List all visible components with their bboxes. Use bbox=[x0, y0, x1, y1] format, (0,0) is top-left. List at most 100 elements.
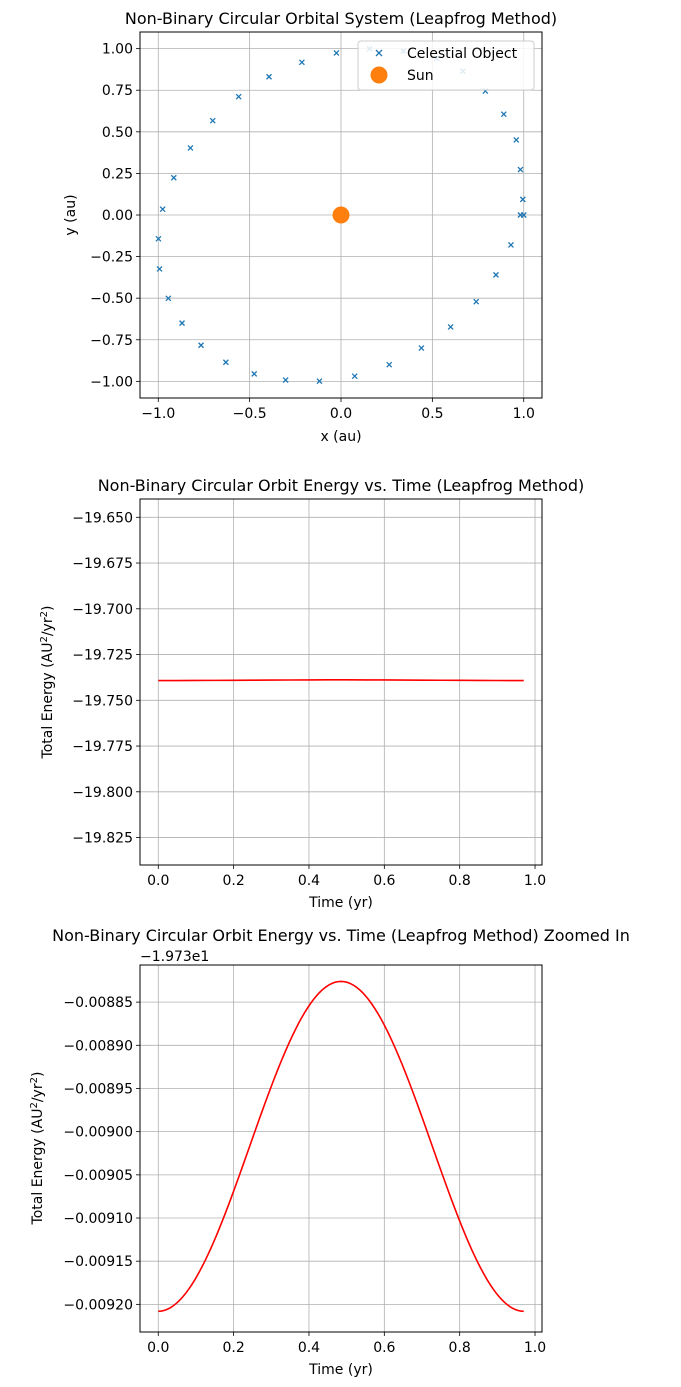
plot-area bbox=[158, 980, 524, 1313]
y-tick-label: −1.00 bbox=[90, 374, 133, 390]
celestial-object-point bbox=[351, 373, 358, 380]
axes-frame bbox=[139, 964, 543, 1333]
x-axis-label: Time (yr) bbox=[308, 895, 373, 911]
y-tick-label: −19.800 bbox=[72, 785, 133, 801]
x-ticks: 0.0 0.2 0.4 0.6 0.8 1.0 bbox=[147, 865, 546, 889]
y-tick-label: −0.25 bbox=[90, 250, 133, 266]
energy-line bbox=[158, 980, 524, 1313]
x-tick-label: 0.4 bbox=[298, 1340, 320, 1356]
y-tick-label: −19.775 bbox=[72, 739, 133, 755]
y-tick-label: −19.825 bbox=[72, 831, 133, 847]
y-tick-label: −0.50 bbox=[90, 291, 133, 307]
celestial-object-point bbox=[187, 144, 194, 151]
plot-area bbox=[158, 679, 524, 682]
y-tick-label: 0.00 bbox=[102, 208, 133, 224]
celestial-object-point bbox=[198, 342, 204, 349]
y-tick-label: −0.00920 bbox=[63, 1297, 133, 1313]
y-tick-label: −0.00890 bbox=[63, 1038, 133, 1054]
y-offset-label: −1.973e1 bbox=[140, 949, 209, 965]
celestial-object-point bbox=[473, 298, 480, 305]
x-tick-label: 0.2 bbox=[222, 873, 244, 889]
y-ticks: −1.00 −0.75 −0.50 −0.25 0.00 0.25 0.50 0.75 1.00 bbox=[90, 42, 140, 390]
celestial-object-point bbox=[513, 137, 520, 143]
y-tick-label: −0.00900 bbox=[63, 1125, 133, 1141]
grid-lines bbox=[140, 499, 542, 865]
x-tick-label: −1.0 bbox=[141, 406, 175, 422]
celestial-object-point bbox=[507, 241, 514, 248]
celestial-object-point bbox=[447, 324, 454, 330]
y-ticks: −0.00920 −0.00915 −0.00910 −0.00905 −0.00900… bbox=[63, 995, 140, 1313]
x-tick-label: 0.6 bbox=[373, 1340, 395, 1356]
y-tick-label: −0.00905 bbox=[63, 1168, 133, 1184]
celestial-object-point bbox=[156, 265, 163, 272]
chart-title: Non-Binary Circular Orbit Energy vs. Tim… bbox=[52, 926, 630, 945]
y-tick-label: −19.675 bbox=[72, 556, 133, 572]
celestial-object-point bbox=[517, 212, 524, 218]
legend-box bbox=[357, 40, 535, 91]
celestial-object-point bbox=[519, 196, 526, 203]
chart-title: Non-Binary Circular Orbital System (Leap… bbox=[125, 9, 557, 28]
energy-zoomed-chart: Non-Binary Circular Orbit Energy vs. Tim… bbox=[29, 926, 630, 1378]
legend-marker-sun bbox=[370, 66, 388, 84]
energy-chart: Non-Binary Circular Orbit Energy vs. Tim… bbox=[39, 476, 584, 911]
celestial-object-point bbox=[282, 377, 289, 383]
celestial-object-point bbox=[500, 111, 507, 118]
x-tick-label: 0.0 bbox=[330, 406, 352, 422]
celestial-object-point bbox=[155, 235, 162, 242]
y-tick-label: −0.75 bbox=[90, 333, 133, 349]
celestial-object-point bbox=[235, 93, 242, 100]
y-ticks: −19.825 −19.800 −19.775 −19.750 −19.725 −19.7… bbox=[72, 510, 140, 847]
y-tick-label: −19.650 bbox=[72, 510, 133, 526]
celestial-object-point bbox=[333, 50, 340, 56]
celestial-object-point bbox=[492, 271, 499, 278]
axes-frame bbox=[139, 498, 543, 866]
y-tick-label: −0.00885 bbox=[63, 995, 133, 1011]
y-tick-label: −0.00910 bbox=[63, 1211, 133, 1227]
celestial-object-point bbox=[266, 73, 272, 80]
y-tick-label: −19.725 bbox=[72, 648, 133, 664]
grid-lines bbox=[140, 965, 542, 1332]
orbit-chart: Non-Binary Circular Orbital System (Leap… bbox=[63, 9, 557, 445]
celestial-object-point bbox=[298, 59, 305, 66]
x-tick-label: 1.0 bbox=[524, 1340, 546, 1356]
celestial-object-point bbox=[222, 359, 229, 366]
celestial-object-point bbox=[517, 166, 524, 173]
y-axis-label: y (au) bbox=[63, 194, 79, 235]
y-tick-label: −19.700 bbox=[72, 602, 133, 618]
celestial-object-point bbox=[170, 174, 177, 181]
x-ticks: 0.0 0.2 0.4 0.6 0.8 1.0 bbox=[147, 1332, 546, 1356]
x-tick-label: 0.0 bbox=[147, 1340, 169, 1356]
x-tick-label: 1.0 bbox=[513, 406, 535, 422]
legend-label-sun: Sun bbox=[407, 68, 434, 84]
x-ticks: −1.0 −0.5 0.0 0.5 1.0 bbox=[141, 398, 535, 422]
legend-marker-celestial bbox=[375, 49, 383, 57]
celestial-object-point bbox=[251, 370, 258, 377]
y-tick-label: 0.50 bbox=[102, 125, 133, 141]
sun-point bbox=[332, 206, 350, 224]
y-tick-label: −0.00895 bbox=[63, 1081, 133, 1097]
x-tick-label: 0.0 bbox=[147, 873, 169, 889]
energy-line bbox=[158, 679, 524, 682]
celestial-object-point bbox=[165, 295, 172, 302]
x-axis-label: Time (yr) bbox=[308, 1362, 373, 1378]
x-tick-label: 0.8 bbox=[449, 873, 471, 889]
x-tick-label: 1.0 bbox=[524, 873, 546, 889]
x-tick-label: 0.8 bbox=[449, 1340, 471, 1356]
celestial-object-point bbox=[209, 117, 216, 124]
x-axis-label: x (au) bbox=[320, 429, 361, 445]
x-tick-label: −0.5 bbox=[233, 406, 267, 422]
y-tick-label: −19.750 bbox=[72, 693, 133, 709]
celestial-object-point bbox=[386, 361, 393, 368]
celestial-object-point bbox=[316, 378, 323, 385]
x-tick-label: 0.2 bbox=[222, 1340, 244, 1356]
celestial-object-point bbox=[418, 345, 425, 352]
legend-label-celestial: Celestial Object bbox=[407, 46, 518, 62]
chart-title: Non-Binary Circular Orbit Energy vs. Tim… bbox=[98, 476, 585, 495]
y-tick-label: −0.00915 bbox=[63, 1254, 133, 1270]
y-axis-label: Total Energy (AU2/yr2) bbox=[39, 606, 56, 760]
celestial-object-point bbox=[159, 206, 166, 213]
y-tick-label: 0.25 bbox=[102, 166, 133, 182]
legend: Celestial Object Sun bbox=[357, 40, 535, 91]
